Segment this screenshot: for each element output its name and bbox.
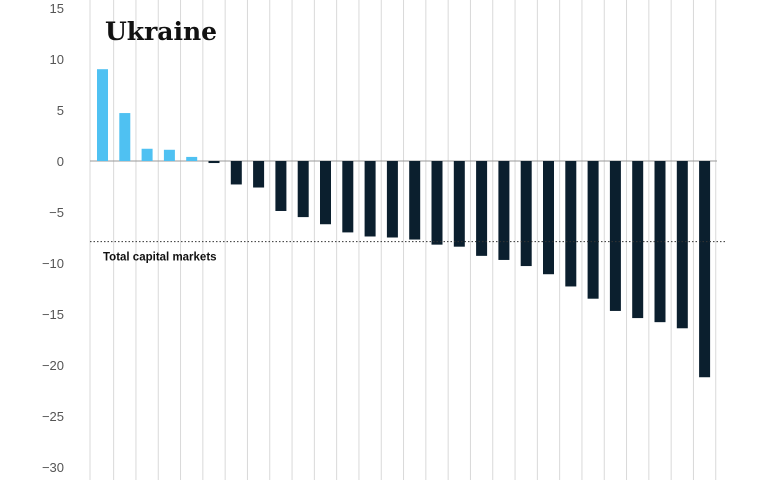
bar [275,161,287,211]
bar [386,161,398,238]
bar [520,161,532,267]
y-tick-label: 5 [57,103,64,118]
reference-line-label: Total capital markets [103,252,217,264]
bar [342,161,354,233]
bars [97,69,711,378]
bar [186,156,198,161]
bar [119,113,131,161]
y-axis-ticks: 15 10 5 0 −5 −10 −15 −20 −25 −30 [42,1,64,475]
bar [565,161,577,287]
bar [141,148,153,161]
bar [699,161,711,378]
bar [476,161,488,256]
bar [543,161,554,275]
y-tick-label: −30 [42,460,64,475]
bar [431,161,443,245]
bar [587,161,599,299]
bar [97,69,108,161]
bar [453,161,465,247]
bar [208,161,220,164]
bar [320,161,331,225]
reference-line-group: Total capital markets [90,241,727,264]
bar [409,161,421,240]
bar [609,161,621,311]
y-tick-label: −5 [49,205,64,220]
y-tick-label: −25 [42,409,64,424]
grid-lines [89,0,717,480]
chart-title: Ukraine [105,17,217,46]
bar [654,161,666,323]
bar [297,161,309,218]
bar [632,161,644,319]
y-tick-label: 15 [50,1,64,16]
y-tick-label: −10 [42,256,64,271]
bar [364,161,376,237]
bar [498,161,510,260]
y-tick-label: −20 [42,358,64,373]
bar [676,161,688,329]
y-tick-label: −15 [42,307,64,322]
y-tick-label: 0 [57,154,64,169]
bar [163,149,175,161]
bar [253,161,265,188]
bar [230,161,242,185]
y-tick-label: 10 [50,52,64,67]
